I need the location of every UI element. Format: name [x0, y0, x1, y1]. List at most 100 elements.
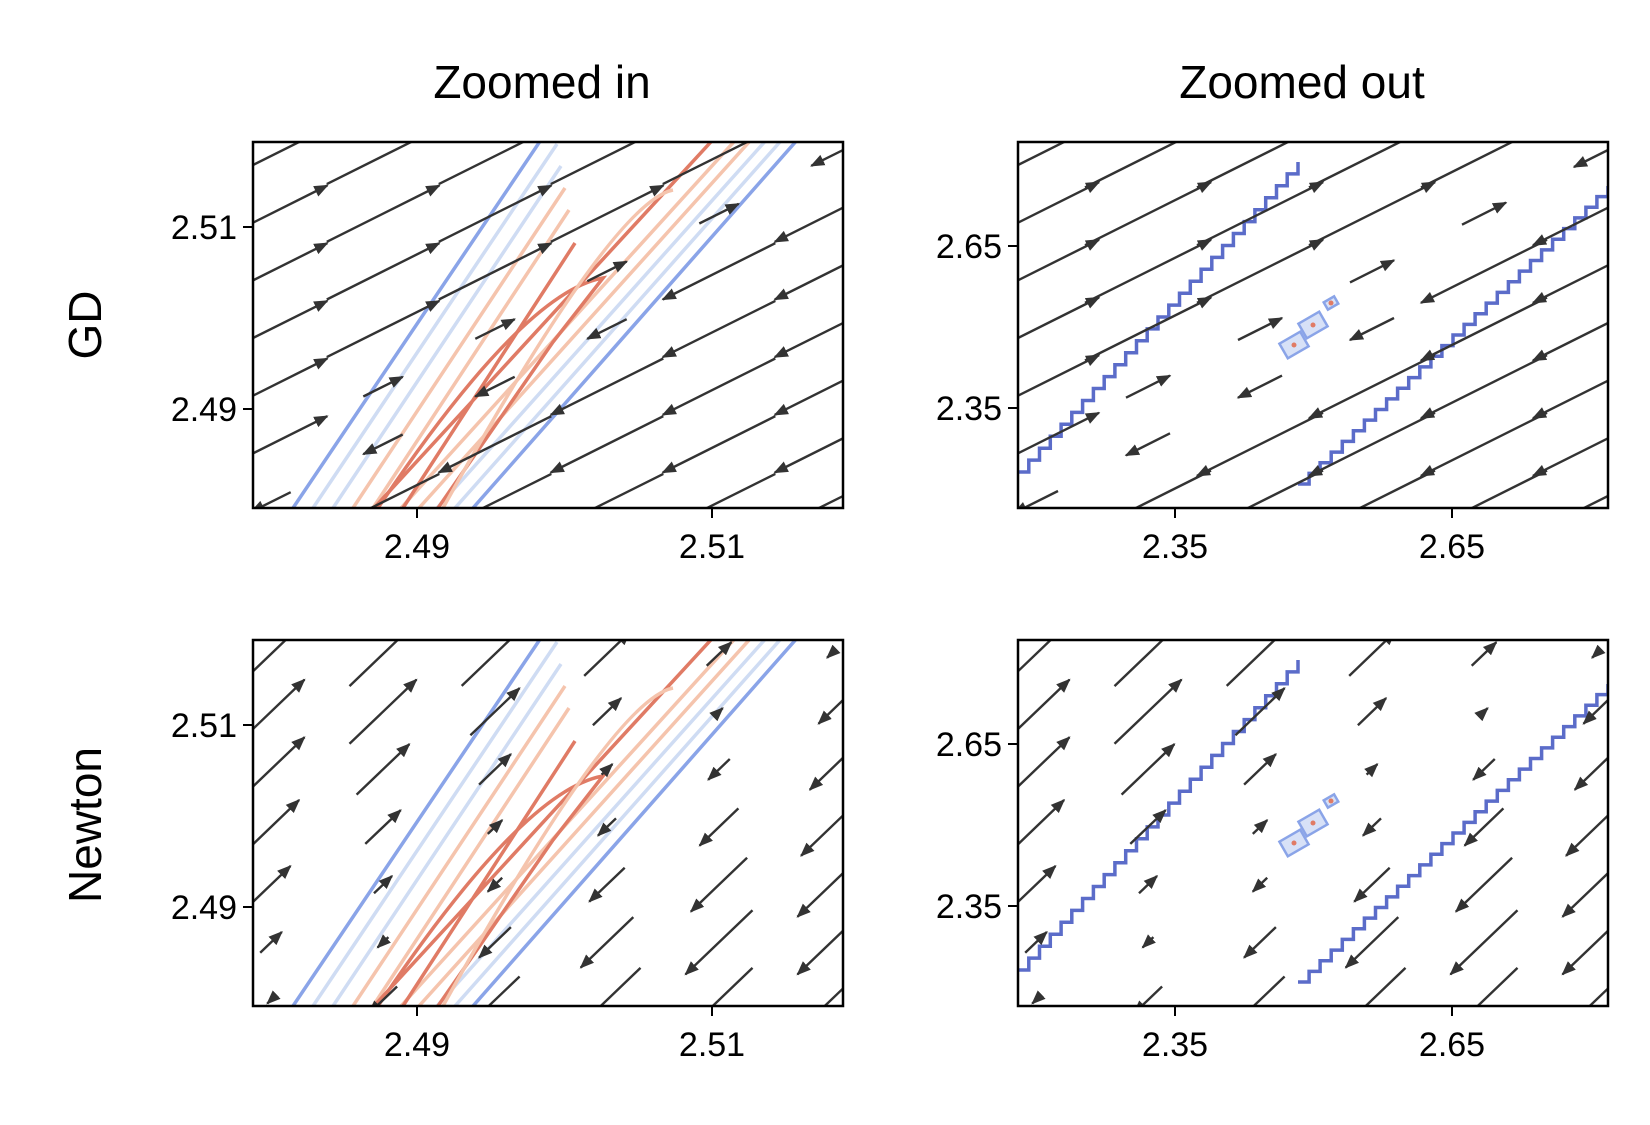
plot-area	[1018, 640, 1608, 1006]
panel-newton-zoomed-out: 2.35 2.65 2.65 2.35	[936, 638, 1610, 1064]
vector-arrow	[810, 148, 843, 167]
y-tick-label: 2.49	[171, 889, 237, 927]
vector-arrow	[253, 299, 329, 340]
vector-arrow	[816, 494, 843, 508]
column-title-zoomed-out: Zoomed out	[1179, 56, 1425, 108]
vector-arrow	[348, 678, 418, 745]
vector-arrow	[1357, 697, 1388, 727]
vector-arrow	[1113, 640, 1165, 687]
vector-arrow	[1084, 142, 1179, 189]
vector-arrow	[326, 184, 441, 243]
vector-arrow	[1348, 640, 1396, 677]
vector-arrow	[1018, 736, 1071, 789]
vector-arrow	[355, 743, 411, 796]
vector-arrow	[253, 491, 292, 508]
vector-arrow	[253, 640, 288, 673]
vector-arrow	[1476, 967, 1519, 1006]
vector-arrow	[376, 934, 391, 949]
contour-center	[1328, 798, 1334, 804]
vector-arrow	[1084, 181, 1213, 247]
vector-arrow	[773, 321, 843, 359]
vector-arrow	[661, 242, 776, 301]
vector-arrow	[1419, 354, 1548, 420]
vector-arrow	[698, 202, 740, 225]
vector-arrow	[1125, 374, 1172, 399]
vector-arrow	[586, 260, 628, 283]
x-tick-label: 2.49	[384, 1026, 450, 1064]
vector-arrow	[259, 931, 283, 954]
vector-arrow	[1251, 819, 1269, 835]
y-tick-label: 2.35	[936, 888, 1002, 926]
contour-line	[1018, 660, 1300, 972]
vector-arrow	[1018, 142, 1067, 167]
vector-arrow	[1463, 807, 1505, 847]
vector-arrow	[661, 415, 776, 474]
y-tick-label: 2.35	[936, 390, 1002, 428]
vector-arrow	[1018, 678, 1071, 731]
contour-line	[371, 640, 737, 1006]
vector-arrow	[588, 866, 626, 903]
contour-center	[1328, 300, 1334, 306]
vector-arrow	[1129, 809, 1167, 845]
contour-line	[311, 640, 783, 1006]
vector-arrow	[1196, 142, 1291, 189]
vector-arrow	[1243, 926, 1277, 959]
vector-arrow	[478, 926, 512, 959]
vector-arrow	[1419, 411, 1548, 477]
vector-arrow	[253, 184, 329, 225]
vector-arrow	[486, 819, 504, 835]
vector-arrow	[1531, 206, 1608, 247]
vector-arrow	[1243, 753, 1277, 786]
vector-arrow	[1225, 640, 1277, 687]
contour-line	[441, 188, 674, 508]
vector-arrow	[1018, 296, 1101, 340]
vector-arrow	[1018, 799, 1066, 846]
vector-arrow	[1419, 296, 1548, 362]
vector-arrow	[579, 916, 635, 969]
vector-arrow	[474, 318, 516, 340]
vector-arrow	[1474, 707, 1489, 722]
contour-line	[1018, 162, 1300, 474]
x-tick-label: 2.35	[1142, 1026, 1208, 1064]
vector-arrow	[592, 697, 623, 727]
plot-area	[1018, 142, 1608, 508]
vector-arrow	[1124, 432, 1171, 457]
contour-line	[376, 275, 608, 508]
y-tick-label: 2.51	[171, 707, 237, 745]
vector-arrow	[1470, 641, 1498, 667]
vector-arrow	[709, 707, 724, 722]
vector-arrow	[253, 357, 329, 398]
vector-arrow	[1018, 640, 1053, 673]
vector-arrow	[1419, 238, 1548, 304]
vector-arrow	[253, 799, 301, 846]
vector-arrow	[1195, 411, 1324, 477]
vector-arrow	[1582, 698, 1608, 725]
vector-arrow	[826, 644, 841, 659]
vector-arrow	[704, 472, 776, 508]
vector-arrow	[1472, 758, 1496, 781]
vector-arrow	[480, 472, 552, 508]
row-title-gd: GD	[59, 291, 111, 360]
vector-arrow	[1454, 856, 1513, 913]
vector-arrow	[1308, 142, 1403, 189]
vector-arrow	[773, 206, 843, 243]
contour-line	[372, 142, 714, 508]
y-tick-label: 2.65	[936, 228, 1002, 266]
panel-newton-zoomed-in: 2.49 2.51 2.51 2.49	[171, 638, 845, 1064]
vector-arrow	[796, 929, 843, 976]
vector-arrow	[684, 909, 754, 976]
vector-arrow	[438, 242, 553, 301]
vector-arrow	[661, 357, 776, 416]
contour-line	[372, 640, 714, 1006]
vector-arrow	[1561, 929, 1608, 976]
vector-arrow	[1565, 813, 1608, 857]
vector-arrow	[796, 871, 843, 918]
vector-arrow	[1141, 934, 1156, 949]
vector-arrow	[1581, 494, 1608, 508]
vector-arrow	[438, 142, 526, 186]
vector-arrow	[800, 813, 843, 857]
vector-arrow	[599, 967, 642, 1006]
vector-arrow	[362, 375, 404, 398]
vector-arrow	[326, 299, 441, 359]
vector-arrow	[266, 990, 281, 1005]
